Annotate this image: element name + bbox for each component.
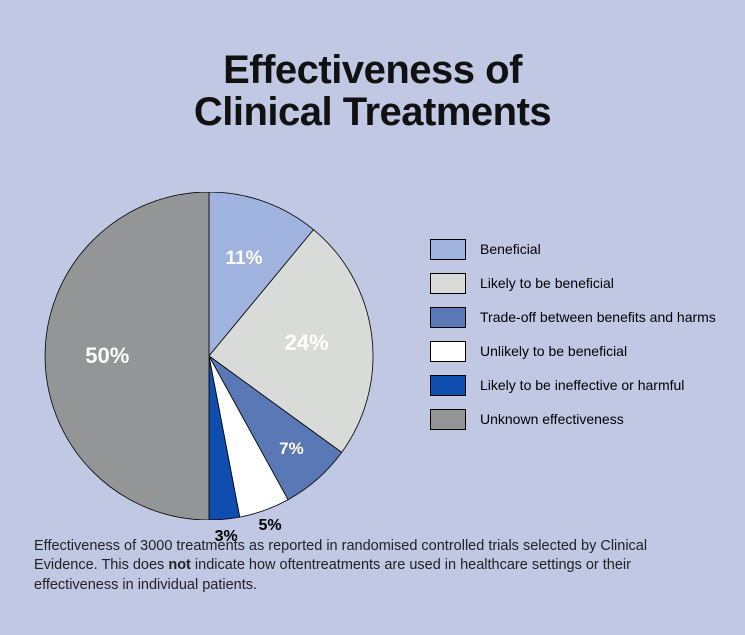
- legend-item: Unlikely to be beneficial: [430, 341, 730, 362]
- legend-swatch: [430, 239, 466, 260]
- legend-swatch: [430, 409, 466, 430]
- pie-slice-label: 5%: [259, 517, 282, 535]
- legend-label: Trade-off between benefits and harms: [480, 309, 716, 325]
- caption-bold: not: [168, 557, 191, 573]
- legend-label: Unknown effectiveness: [480, 411, 624, 427]
- legend-label: Likely to be ineffective or harmful: [480, 377, 684, 393]
- pie-slice-label: 7%: [279, 439, 304, 459]
- legend: Beneficial Likely to be beneficial Trade-o…: [430, 239, 730, 443]
- legend-label: Unlikely to be beneficial: [480, 343, 627, 359]
- legend-label: Beneficial: [480, 241, 541, 257]
- legend-item: Likely to be ineffective or harmful: [430, 375, 730, 396]
- title-line-1: Effectiveness of: [223, 48, 522, 92]
- page-title: Effectiveness of Clinical Treatments: [0, 27, 745, 133]
- legend-item: Beneficial: [430, 239, 730, 260]
- legend-item: Unknown effectiveness: [430, 409, 730, 430]
- legend-swatch: [430, 375, 466, 396]
- legend-swatch: [430, 341, 466, 362]
- pie-slice-label: 24%: [285, 330, 329, 356]
- legend-swatch: [430, 273, 466, 294]
- caption: Effectiveness of 3000 treatments as repo…: [34, 537, 705, 596]
- legend-item: Likely to be beneficial: [430, 273, 730, 294]
- pie-slice-label: 50%: [85, 343, 129, 369]
- legend-swatch: [430, 307, 466, 328]
- legend-item: Trade-off between benefits and harms: [430, 307, 730, 328]
- pie-slice-label: 11%: [225, 248, 262, 270]
- title-line-2: Clinical Treatments: [194, 90, 551, 134]
- legend-label: Likely to be beneficial: [480, 275, 614, 291]
- pie-chart: 11%24%7%5%3%50%: [34, 192, 384, 520]
